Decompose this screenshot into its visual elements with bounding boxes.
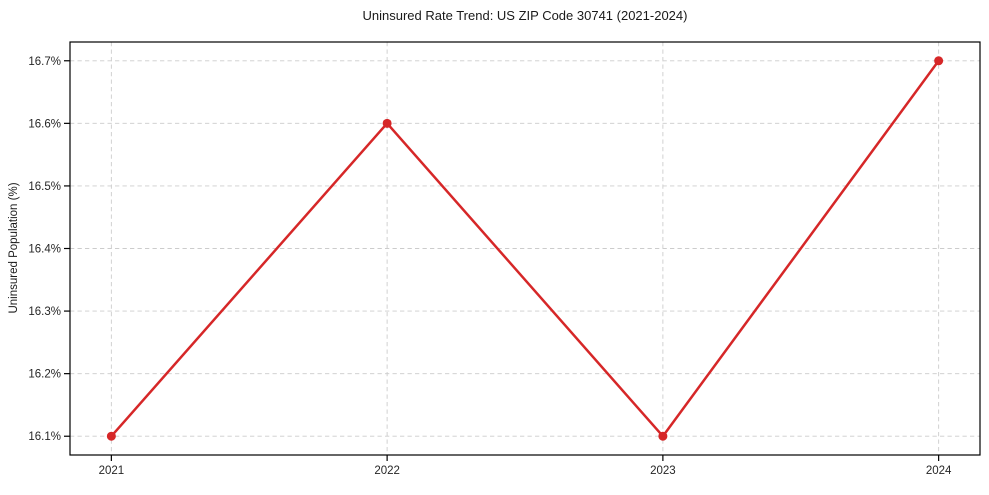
y-tick-label: 16.7% [28,56,61,68]
axes [64,41,981,461]
x-tick-label: 2023 [650,465,676,477]
y-tick-label: 16.6% [28,118,61,130]
data-point-marker [658,431,668,441]
tick-labels: 16.1% 16.2% 16.3% 16.4% 16.5% 16.6% 16.7% 2021 2… [28,56,952,477]
y-tick-label: 16.1% [28,431,61,443]
y-tick-label: 16.4% [28,244,61,256]
data-point-marker [106,431,116,441]
series-line [110,59,940,438]
y-tick-label: 16.5% [28,181,61,193]
y-tick-label: 16.2% [28,369,61,381]
data-series [106,56,944,441]
x-tick-label: 2022 [374,465,400,477]
data-point-marker [934,56,944,66]
gridlines [70,42,980,455]
y-tick-label: 16.3% [28,306,61,318]
y-axis-label: Uninsured Population (%) [8,182,20,313]
x-tick-label: 2021 [99,465,125,477]
data-point-marker [382,118,392,128]
chart-title: Uninsured Rate Trend: US ZIP Code 30741 … [363,8,688,23]
x-tick-label: 2024 [926,465,952,477]
